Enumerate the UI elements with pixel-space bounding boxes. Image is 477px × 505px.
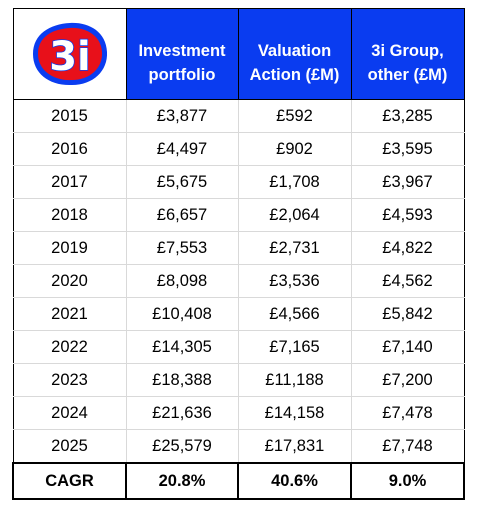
valuation-cell: £3,536 xyxy=(237,264,352,298)
valuation-cell: £592 xyxy=(237,99,352,133)
cagr-investment: 20.8% xyxy=(125,462,239,500)
cagr-label: CAGR xyxy=(12,462,127,500)
year-cell: 2015 xyxy=(12,99,127,133)
other-cell: £7,140 xyxy=(350,330,465,364)
other-cell: £3,595 xyxy=(350,132,465,166)
header-investment-line-1: Investment xyxy=(138,42,226,60)
investment-cell: £10,408 xyxy=(125,297,239,331)
investment-cell: £14,305 xyxy=(125,330,239,364)
table-row: 2020 £8,098 £3,536 £4,562 xyxy=(12,264,465,298)
other-cell: £3,285 xyxy=(350,99,465,133)
year-cell: 2023 xyxy=(12,363,127,397)
header-3i-group-other: 3i Group, other (£M) xyxy=(350,8,465,100)
investment-cell: £7,553 xyxy=(125,231,239,265)
year-cell: 2022 xyxy=(12,330,127,364)
year-cell: 2017 xyxy=(12,165,127,199)
investment-cell: £5,675 xyxy=(125,165,239,199)
other-cell: £5,842 xyxy=(350,297,465,331)
other-cell: £4,593 xyxy=(350,198,465,232)
year-cell: 2019 xyxy=(12,231,127,265)
cagr-row: CAGR 20.8% 40.6% 9.0% xyxy=(12,462,465,500)
other-cell: £7,748 xyxy=(350,429,465,464)
other-cell: £3,967 xyxy=(350,165,465,199)
investment-cell: £4,497 xyxy=(125,132,239,166)
valuation-cell: £7,165 xyxy=(237,330,352,364)
table-row: 2021 £10,408 £4,566 £5,842 xyxy=(12,297,465,331)
header-valuation-line-1: Valuation xyxy=(257,42,332,60)
year-cell: 2020 xyxy=(12,264,127,298)
investment-cell: £25,579 xyxy=(125,429,239,464)
cagr-other: 9.0% xyxy=(350,462,465,500)
investment-cell: £3,877 xyxy=(125,99,239,133)
header-valuation-action: Valuation Action (£M) xyxy=(237,8,352,100)
data-table-wrapper: 3i Investment portfolio Valuation Action… xyxy=(12,8,465,500)
table-row: 2025 £25,579 £17,831 £7,748 xyxy=(12,429,465,464)
year-cell: 2025 xyxy=(12,429,127,464)
header-investment-portfolio: Investment portfolio xyxy=(125,8,239,100)
year-cell: 2016 xyxy=(12,132,127,166)
valuation-cell: £17,831 xyxy=(237,429,352,464)
valuation-cell: £11,188 xyxy=(237,363,352,397)
header-other-line-2: other (£M) xyxy=(367,66,448,84)
investment-cell: £6,657 xyxy=(125,198,239,232)
header-row: 3i Investment portfolio Valuation Action… xyxy=(12,8,465,100)
other-cell: £7,478 xyxy=(350,396,465,430)
investment-cell: £18,388 xyxy=(125,363,239,397)
header-other-line-1: 3i Group, xyxy=(371,42,444,60)
table-row: 2016 £4,497 £902 £3,595 xyxy=(12,132,465,166)
year-cell: 2018 xyxy=(12,198,127,232)
investment-cell: £21,636 xyxy=(125,396,239,430)
year-cell: 2024 xyxy=(12,396,127,430)
valuation-cell: £2,064 xyxy=(237,198,352,232)
other-cell: £7,200 xyxy=(350,363,465,397)
header-valuation-line-2: Action (£M) xyxy=(249,66,340,84)
valuation-cell: £2,731 xyxy=(237,231,352,265)
valuation-cell: £1,708 xyxy=(237,165,352,199)
3i-logo: 3i xyxy=(32,22,107,86)
cagr-valuation: 40.6% xyxy=(237,462,352,500)
table-row: 2023 £18,388 £11,188 £7,200 xyxy=(12,363,465,397)
table-row: 2019 £7,553 £2,731 £4,822 xyxy=(12,231,465,265)
table-row: 2022 £14,305 £7,165 £7,140 xyxy=(12,330,465,364)
valuation-cell: £902 xyxy=(237,132,352,166)
table-row: 2015 £3,877 £592 £3,285 xyxy=(12,99,465,133)
header-investment-line-2: portfolio xyxy=(148,66,216,84)
year-cell: 2021 xyxy=(12,297,127,331)
portfolio-table: 3i Investment portfolio Valuation Action… xyxy=(12,8,465,500)
table-row: 2018 £6,657 £2,064 £4,593 xyxy=(12,198,465,232)
other-cell: £4,562 xyxy=(350,264,465,298)
logo-text: 3i xyxy=(49,34,91,80)
other-cell: £4,822 xyxy=(350,231,465,265)
valuation-cell: £4,566 xyxy=(237,297,352,331)
logo-cell: 3i xyxy=(12,8,127,100)
investment-cell: £8,098 xyxy=(125,264,239,298)
table-row: 2024 £21,636 £14,158 £7,478 xyxy=(12,396,465,430)
valuation-cell: £14,158 xyxy=(237,396,352,430)
table-row: 2017 £5,675 £1,708 £3,967 xyxy=(12,165,465,199)
